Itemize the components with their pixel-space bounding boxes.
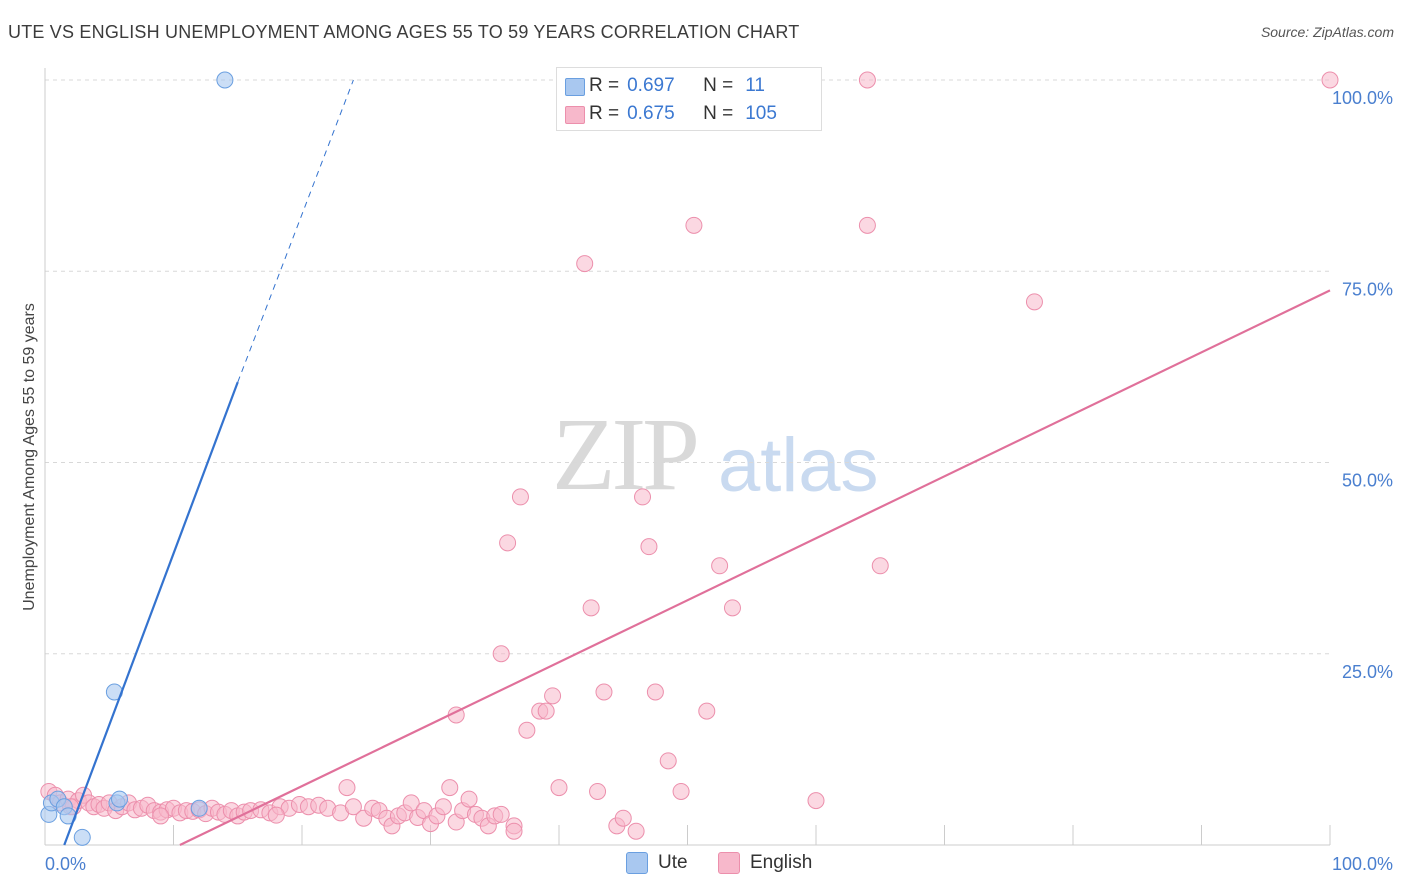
- english-point: [723, 599, 741, 617]
- legend-ute-r-value: 0.697: [627, 75, 675, 96]
- watermark-zip: ZIP: [552, 397, 700, 512]
- legend-english-n-value: 105: [745, 103, 777, 124]
- bottom-legend-swatch-ute: [626, 852, 648, 874]
- english-point: [640, 538, 658, 556]
- english-point: [505, 822, 523, 840]
- x-tick-label: 100.0%: [1332, 854, 1393, 874]
- ute-point: [73, 828, 91, 846]
- english-point: [511, 488, 529, 506]
- legend-swatch-english: [565, 106, 585, 124]
- bottom-legend-swatch-english: [718, 852, 740, 874]
- legend-english-r-value: 0.675: [627, 103, 675, 124]
- y-tick-label: 75.0%: [1342, 279, 1393, 299]
- english-point: [614, 809, 632, 827]
- english-point: [338, 779, 356, 797]
- x-tick-label: 0.0%: [45, 854, 86, 874]
- english-trendline: [179, 289, 1331, 846]
- english-point: [1321, 71, 1339, 89]
- legend-english-n-label: N =: [703, 103, 734, 124]
- legend-ute-n-value: 11: [745, 75, 765, 96]
- bottom-legend-english: English: [718, 852, 812, 874]
- english-point: [672, 782, 690, 800]
- source-label: Source: ZipAtlas.com: [1260, 24, 1394, 40]
- grid-layer: [45, 79, 1330, 655]
- english-point: [492, 805, 510, 823]
- english-point: [698, 702, 716, 720]
- bottom-legend-english-label: English: [750, 852, 813, 873]
- english-point: [460, 790, 478, 808]
- english-point: [434, 798, 452, 816]
- legend-row-ute: R = 0.697 N = 11: [565, 74, 765, 98]
- watermark-atlas: atlas: [718, 423, 879, 508]
- english-point: [646, 683, 664, 701]
- ute-point: [216, 71, 234, 89]
- english-point: [402, 794, 420, 812]
- legend-english-r-label: R =: [589, 103, 620, 124]
- axis-layer: [44, 68, 1331, 846]
- english-point: [492, 645, 510, 663]
- legend: R = 0.697 N = 11 R = 0.675 N = 105: [556, 67, 822, 131]
- english-point: [544, 687, 562, 705]
- legend-row-english: R = 0.675 N = 105: [565, 102, 777, 126]
- chart-title: UTE VS ENGLISH UNEMPLOYMENT AMONG AGES 5…: [8, 22, 800, 42]
- english-point: [344, 798, 362, 816]
- legend-ute-n-label: N =: [703, 75, 734, 96]
- english-points: [40, 71, 1339, 840]
- english-point: [858, 216, 876, 234]
- english-point: [627, 822, 645, 840]
- english-point: [441, 779, 459, 797]
- bottom-legend: Ute English: [0, 852, 1406, 878]
- bottom-legend-ute: Ute: [626, 852, 688, 874]
- english-point: [634, 488, 652, 506]
- english-point: [537, 702, 555, 720]
- legend-ute-r-label: R =: [589, 75, 620, 96]
- legend-swatch-ute: [565, 78, 585, 96]
- english-point: [582, 599, 600, 617]
- tick-layer: 25.0% 50.0% 75.0% 100.0% 0.0% 100.0%: [45, 88, 1393, 874]
- trend-layer: [63, 79, 1331, 846]
- english-point: [1025, 293, 1043, 311]
- y-tick-label: 25.0%: [1342, 662, 1393, 682]
- y-tick-label: 50.0%: [1342, 471, 1393, 491]
- english-point: [152, 807, 170, 825]
- english-point: [589, 782, 607, 800]
- english-point: [858, 71, 876, 89]
- y-tick-label: 100.0%: [1332, 88, 1393, 108]
- english-point: [518, 721, 536, 739]
- english-point: [595, 683, 613, 701]
- ute-points: [40, 71, 234, 846]
- english-point: [499, 534, 517, 552]
- ute-point: [111, 790, 129, 808]
- ute-trendline: [63, 381, 239, 846]
- english-point: [659, 752, 677, 770]
- bottom-legend-ute-label: Ute: [658, 852, 688, 873]
- english-point: [807, 792, 825, 810]
- ute-trendline-extension: [237, 79, 354, 383]
- english-point: [576, 255, 594, 273]
- ute-point: [190, 799, 208, 817]
- english-point: [711, 557, 729, 575]
- english-point: [871, 557, 889, 575]
- english-point: [685, 216, 703, 234]
- english-point: [550, 779, 568, 797]
- english-point: [267, 806, 285, 824]
